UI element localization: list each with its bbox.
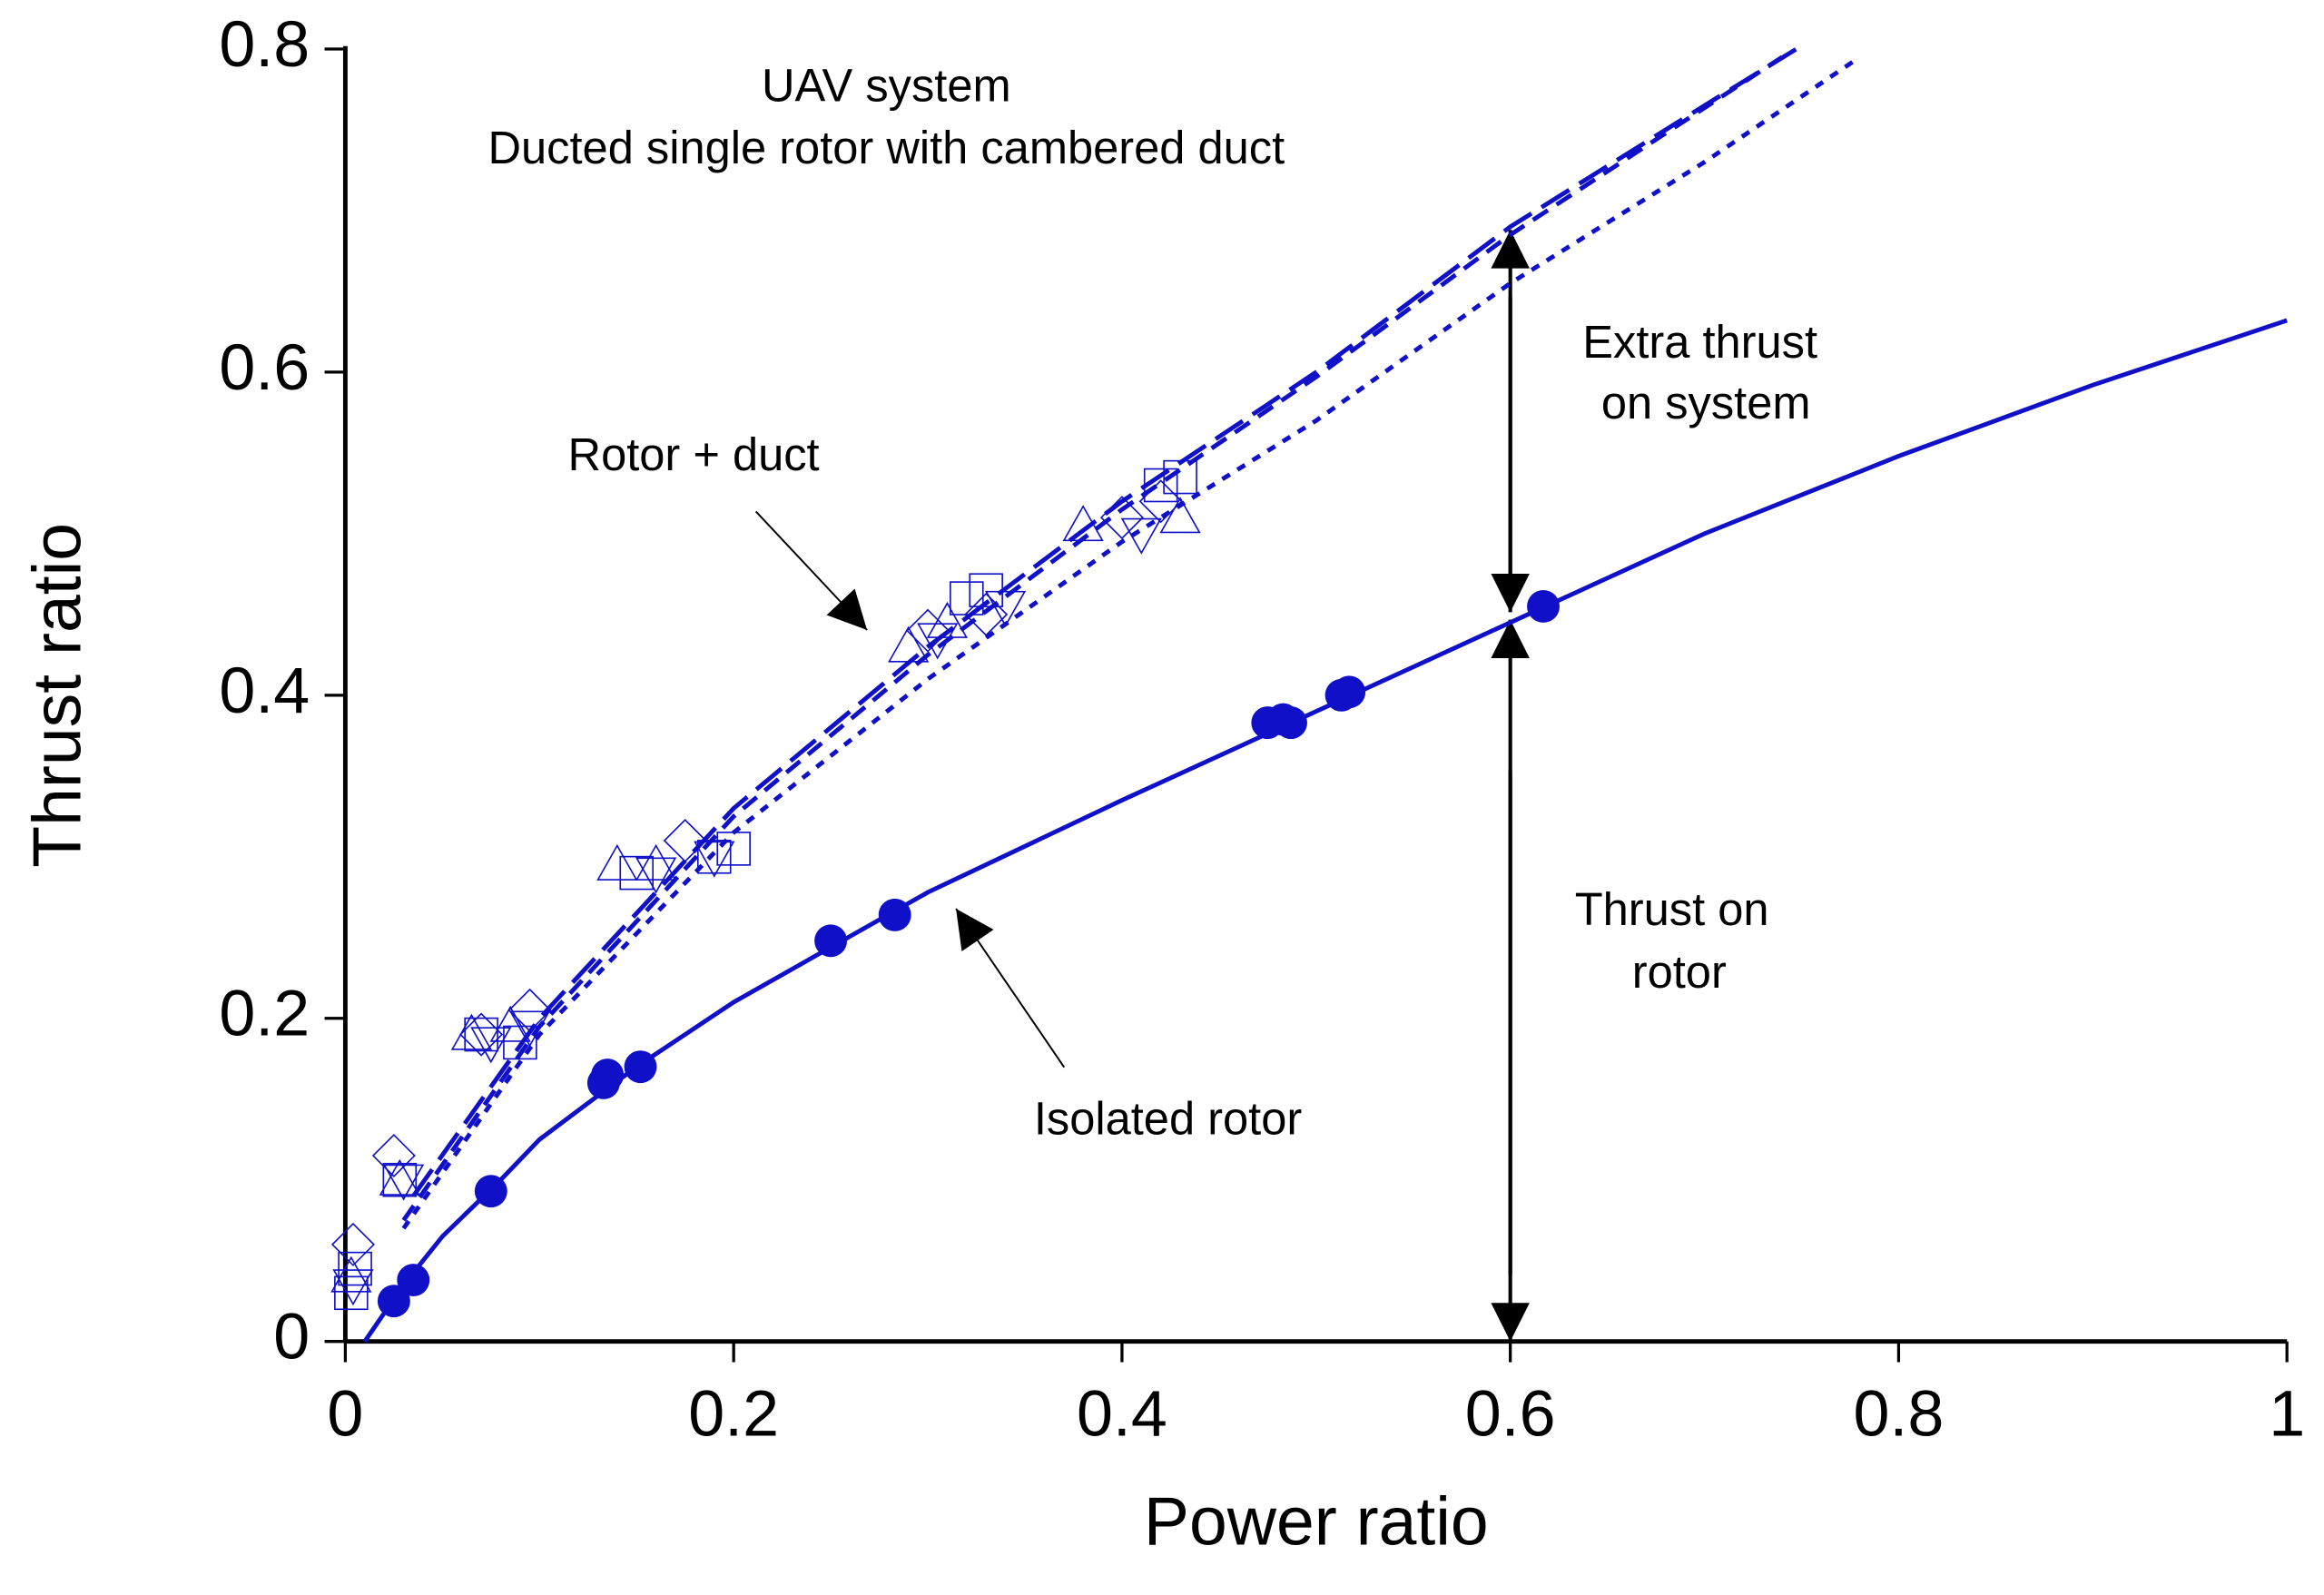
marker-inverted-triangle xyxy=(635,857,677,894)
y-tick-label: 0.2 xyxy=(219,978,310,1050)
marker-triangle xyxy=(1062,505,1104,542)
marker-inverted-triangle xyxy=(382,1164,425,1201)
marker-diamond xyxy=(663,818,707,863)
marker-triangle xyxy=(450,1013,493,1050)
y-tick-label: 0.4 xyxy=(219,655,310,727)
marker-circle xyxy=(1333,675,1366,709)
marker-square xyxy=(334,1275,369,1311)
marker-triangle xyxy=(379,1158,420,1196)
marker-inverted-triangle xyxy=(332,1269,374,1306)
marker-square xyxy=(716,832,751,866)
marker-square xyxy=(382,1162,418,1197)
y-tick-label: 0.8 xyxy=(219,8,310,81)
marker-triangle xyxy=(635,843,677,881)
marker-circle xyxy=(377,1285,410,1318)
marker-square xyxy=(969,573,1003,607)
marker-inverted-triangle xyxy=(917,623,959,660)
marker-inverted-triangle xyxy=(1120,517,1162,555)
x-axis-title: Power ratio xyxy=(1144,1483,1489,1560)
annotation: Rotor + duct xyxy=(568,428,820,480)
marker-diamond xyxy=(507,988,552,1032)
annotation: Isolated rotor xyxy=(1034,1092,1303,1144)
marker-circle xyxy=(624,1050,657,1084)
line xyxy=(401,54,1862,1230)
arrow xyxy=(955,908,1066,1068)
marker-diamond xyxy=(1099,496,1144,540)
y-tick-label: 0.6 xyxy=(219,331,310,404)
marker-square xyxy=(338,1251,372,1286)
x-tick-label: 0.4 xyxy=(1077,1378,1167,1451)
marker-diamond xyxy=(964,592,1009,636)
line xyxy=(362,318,2288,1344)
marker-inverted-triangle xyxy=(984,590,1027,627)
marker-circle xyxy=(1275,706,1307,740)
marker-square xyxy=(503,1025,537,1060)
annotation: rotor xyxy=(1632,946,1727,998)
x-tick-label: 0.6 xyxy=(1465,1378,1556,1451)
annotation: Thrust on xyxy=(1575,883,1769,935)
annotation: on system xyxy=(1601,377,1811,428)
x-tick-label: 0 xyxy=(327,1378,363,1451)
x-tick-label: 0.2 xyxy=(688,1378,779,1451)
marker-diamond xyxy=(330,1222,375,1266)
marker-inverted-triangle xyxy=(508,1010,551,1048)
annotation: Ducted single rotor with cambered duct xyxy=(487,122,1285,173)
marker-triangle xyxy=(489,1005,531,1042)
marker-triangle xyxy=(596,843,638,881)
marker-square xyxy=(619,855,655,891)
x-tick-label: 1 xyxy=(2269,1378,2305,1451)
marker-triangle xyxy=(1159,497,1201,534)
marker-square xyxy=(1143,468,1178,503)
marker-triangle xyxy=(888,625,930,663)
line xyxy=(411,44,1803,1197)
marker-diamond xyxy=(1138,479,1183,524)
marker-square xyxy=(950,581,984,615)
marker-square xyxy=(696,840,732,874)
marker-diamond xyxy=(371,1134,416,1178)
annotation-arrows xyxy=(754,230,1530,1342)
marker-circle xyxy=(814,924,848,958)
y-axis-title: Thrust ratio xyxy=(18,523,94,868)
marker-circle xyxy=(1527,590,1560,623)
marker-circle xyxy=(878,898,911,931)
annotation: Extra thrust xyxy=(1582,316,1817,368)
marker-triangle xyxy=(330,1255,372,1293)
marker-square xyxy=(464,1017,498,1052)
x-tick-label: 0.8 xyxy=(1853,1378,1944,1451)
marker-circle xyxy=(474,1175,507,1208)
marker-square xyxy=(1163,459,1197,495)
marker-inverted-triangle xyxy=(694,841,735,878)
marker-circle xyxy=(591,1058,625,1092)
marker-inverted-triangle xyxy=(470,1027,512,1064)
marker-circle xyxy=(397,1264,430,1297)
line xyxy=(401,54,1784,1222)
arrow xyxy=(754,510,868,631)
y-tick-label: 0 xyxy=(273,1301,310,1373)
annotation: UAV system xyxy=(762,59,1011,111)
